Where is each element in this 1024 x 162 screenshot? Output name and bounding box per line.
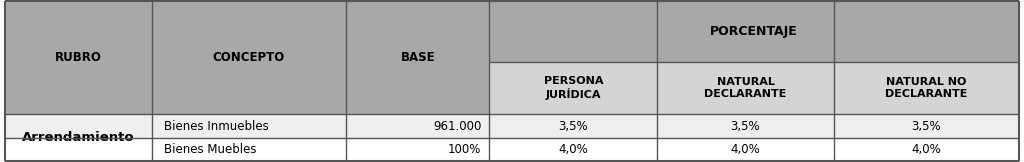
Text: 4,0%: 4,0% xyxy=(558,143,589,156)
Text: RUBRO: RUBRO xyxy=(55,51,101,64)
Bar xyxy=(5,62,489,114)
Bar xyxy=(5,138,1019,161)
Text: 3,5%: 3,5% xyxy=(911,120,941,133)
Bar xyxy=(489,62,1019,114)
Text: 3,5%: 3,5% xyxy=(559,120,588,133)
Text: 3,5%: 3,5% xyxy=(731,120,760,133)
Text: Bienes Muebles: Bienes Muebles xyxy=(164,143,256,156)
Text: PERSONA
JURÍDICA: PERSONA JURÍDICA xyxy=(544,76,603,100)
Bar xyxy=(5,1,1019,62)
Text: NATURAL NO
DECLARANTE: NATURAL NO DECLARANTE xyxy=(885,77,968,99)
Bar xyxy=(5,114,1019,138)
Text: Bienes Inmuebles: Bienes Inmuebles xyxy=(164,120,268,133)
Text: 961.000: 961.000 xyxy=(433,120,481,133)
Text: PORCENTAJE: PORCENTAJE xyxy=(711,25,798,38)
Text: 100%: 100% xyxy=(447,143,481,156)
Text: Arrendamiento: Arrendamiento xyxy=(23,131,134,144)
Text: NATURAL
DECLARANTE: NATURAL DECLARANTE xyxy=(705,77,786,99)
Text: BASE: BASE xyxy=(400,51,435,64)
Text: CONCEPTO: CONCEPTO xyxy=(213,51,285,64)
Text: 4,0%: 4,0% xyxy=(911,143,941,156)
Text: 4,0%: 4,0% xyxy=(730,143,761,156)
